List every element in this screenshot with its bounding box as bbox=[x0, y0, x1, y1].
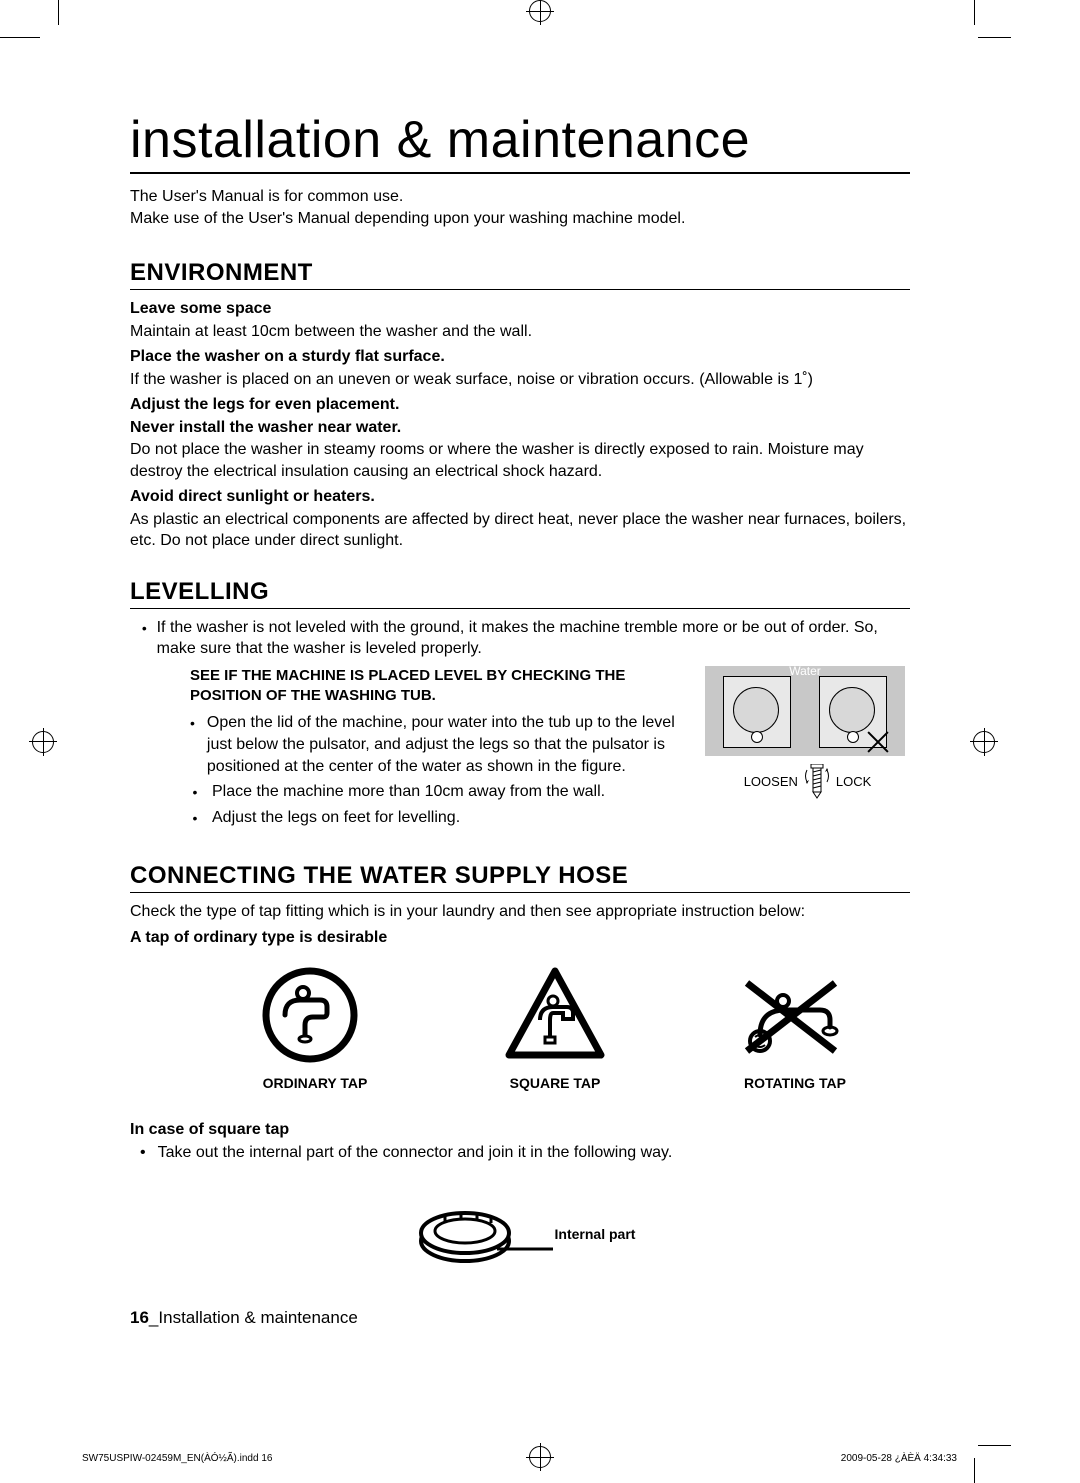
bullet-icon: • bbox=[190, 712, 195, 777]
bullet-icon: • bbox=[190, 807, 200, 829]
crop-mark bbox=[974, 1458, 975, 1483]
registration-mark-icon bbox=[32, 731, 54, 753]
square-tap-icon bbox=[495, 965, 615, 1065]
tap-label: ORDINARY TAP bbox=[240, 1075, 390, 1091]
levelling-screw-icon bbox=[804, 764, 830, 800]
water-label: Water bbox=[789, 664, 821, 678]
env-subheading: Leave some space bbox=[130, 298, 910, 320]
connecting-lead: Check the type of tap fitting which is i… bbox=[130, 901, 910, 923]
connecting-bold: In case of square tap bbox=[130, 1119, 910, 1141]
registration-mark-icon bbox=[529, 1446, 551, 1468]
rotating-tap-icon bbox=[735, 965, 855, 1065]
internal-part-label: Internal part bbox=[555, 1226, 636, 1242]
lock-label: LOCK bbox=[836, 774, 871, 789]
levelling-bullet: Adjust the legs on feet for levelling. bbox=[212, 807, 460, 829]
env-subheading: Place the washer on a sturdy flat surfac… bbox=[130, 346, 910, 368]
print-meta-left: SW75USPIW-02459M_EN(ÀÓ½Ã).indd 16 bbox=[82, 1453, 272, 1464]
washer-level-diagram-icon: Water bbox=[705, 666, 905, 756]
intro-line: Make use of the User's Manual depending … bbox=[130, 208, 910, 230]
page-footer: 16_Installation & maintenance bbox=[130, 1308, 358, 1328]
levelling-bullet: Open the lid of the machine, pour water … bbox=[207, 712, 681, 777]
env-body: Maintain at least 10cm between the washe… bbox=[130, 321, 910, 343]
crop-mark bbox=[978, 1445, 1011, 1446]
bullet-icon: • bbox=[140, 617, 149, 660]
bullet-icon: • bbox=[190, 781, 200, 803]
ordinary-tap-icon bbox=[255, 965, 375, 1065]
section-heading-levelling: LEVELLING bbox=[130, 578, 910, 609]
square-tap-instruction: Take out the internal part of the connec… bbox=[158, 1142, 673, 1164]
env-subheading: Adjust the legs for even placement. bbox=[130, 394, 910, 416]
loosen-label: LOOSEN bbox=[744, 774, 798, 789]
registration-mark-icon bbox=[529, 0, 551, 22]
page-title: installation & maintenance bbox=[130, 110, 910, 174]
crop-mark bbox=[58, 0, 59, 25]
page-number: 16 bbox=[130, 1308, 149, 1327]
registration-mark-icon bbox=[973, 731, 995, 753]
connecting-bold: A tap of ordinary type is desirable bbox=[130, 927, 910, 949]
levelling-caps: SEE IF THE MACHINE IS PLACED LEVEL BY CH… bbox=[190, 666, 681, 707]
section-heading-connecting: CONNECTING THE WATER SUPPLY HOSE bbox=[130, 862, 910, 893]
levelling-top-text: If the washer is not leveled with the gr… bbox=[157, 617, 910, 660]
crop-mark bbox=[978, 37, 1011, 38]
footer-text: Installation & maintenance bbox=[158, 1308, 357, 1327]
env-body: If the washer is placed on an uneven or … bbox=[130, 369, 910, 391]
tap-label: SQUARE TAP bbox=[480, 1075, 630, 1091]
tap-label: ROTATING TAP bbox=[720, 1075, 870, 1091]
crop-mark bbox=[974, 0, 975, 25]
env-subheading: Never install the washer near water. bbox=[130, 417, 910, 439]
levelling-figure: Water LOOSEN bbox=[705, 666, 910, 832]
section-heading-environment: ENVIRONMENT bbox=[130, 259, 910, 290]
env-body: As plastic an electrical components are … bbox=[130, 509, 910, 552]
footer-sep: _ bbox=[149, 1308, 158, 1327]
internal-part-icon bbox=[405, 1191, 555, 1276]
levelling-bullet: Place the machine more than 10cm away fr… bbox=[212, 781, 605, 803]
bullet-icon: • bbox=[140, 1142, 146, 1164]
intro-line: The User's Manual is for common use. bbox=[130, 186, 910, 208]
cross-icon bbox=[863, 728, 891, 756]
env-subheading: Avoid direct sunlight or heaters. bbox=[130, 486, 910, 508]
env-body: Do not place the washer in steamy rooms … bbox=[130, 439, 910, 482]
print-meta-right: 2009-05-28 ¿ÀÈÄ 4:34:33 bbox=[841, 1453, 957, 1464]
crop-mark bbox=[0, 37, 40, 38]
